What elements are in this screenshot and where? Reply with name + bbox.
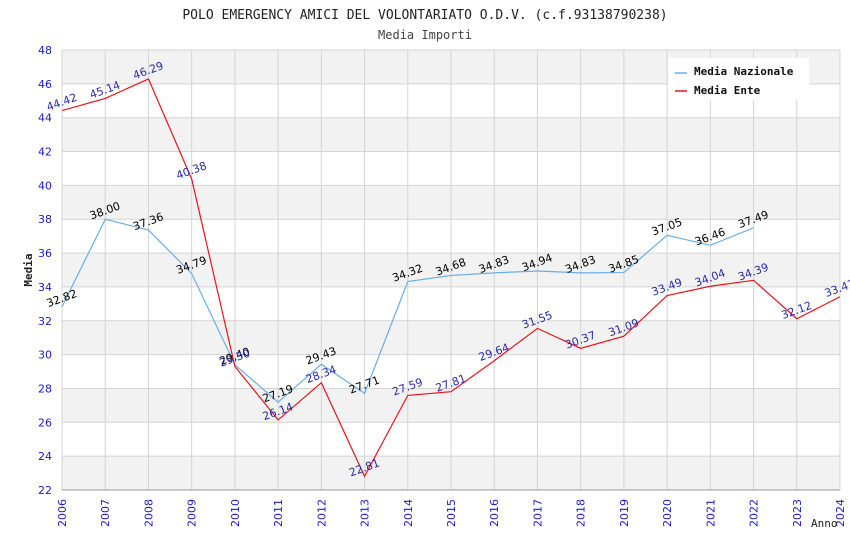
legend-item-media-ente: Media Ente: [675, 84, 761, 97]
legend-label-media-ente: Media Ente: [694, 84, 761, 97]
legend-label-media-nazionale: Media Nazionale: [694, 65, 794, 78]
series-group: [61, 78, 841, 478]
y-tick-label: 42: [38, 146, 52, 159]
y-tick-label: 44: [38, 112, 52, 125]
y-tick-label: 48: [38, 44, 52, 57]
y-tick-label: 30: [38, 349, 52, 362]
y-tick-label: 36: [38, 247, 52, 260]
x-tick-label: 2013: [359, 499, 372, 527]
legend-box: [668, 58, 809, 100]
chart-title: POLO EMERGENCY AMICI DEL VOLONTARIATO O.…: [182, 8, 667, 23]
x-tick-label: 2023: [791, 499, 804, 527]
x-tick-label: 2021: [704, 499, 717, 527]
y-tick-label: 26: [38, 416, 52, 429]
y-axis-label: Media: [22, 253, 35, 286]
x-tick-label: 2006: [56, 499, 69, 527]
x-tick-label: 2009: [186, 499, 199, 527]
x-tick-label: 2019: [618, 499, 631, 527]
x-tick-label: 2008: [142, 499, 155, 527]
x-tick-label: 2015: [445, 499, 458, 527]
y-tick-label: 28: [38, 382, 52, 395]
y-axis-tick-labels: 22 24 26 28 30 32 34 36 38 40 42 44 46 48: [38, 44, 52, 497]
y-tick-label: 24: [38, 450, 52, 463]
x-tick-label: 2010: [229, 499, 242, 527]
x-tick-label: 2011: [272, 499, 285, 527]
series-line-media-nazionale: [61, 218, 754, 403]
y-tick-label: 34: [38, 281, 52, 294]
x-axis-label: Anno: [811, 517, 838, 530]
y-tick-label: 46: [38, 78, 52, 91]
series-line-media-ente: [61, 78, 841, 478]
x-tick-label: 2022: [748, 499, 761, 527]
x-tick-label: 2017: [531, 499, 544, 527]
y-tick-label: 40: [38, 179, 52, 192]
x-tick-label: 2020: [661, 499, 674, 527]
x-axis-tick-labels: 2006 2007 2008 2009 2010 2011 2012 2013 2014 2015…: [56, 499, 847, 527]
x-tick-label: 2007: [99, 499, 112, 527]
legend-item-media-nazionale: Media Nazionale: [675, 65, 794, 78]
chart-subtitle: Media Importi: [378, 28, 472, 42]
x-tick-label: 2016: [488, 499, 501, 527]
y-tick-label: 38: [38, 213, 52, 226]
x-tick-label: 2012: [315, 499, 328, 527]
x-tick-label: 2014: [402, 499, 415, 527]
x-tick-label: 2024: [834, 499, 847, 527]
x-tick-label: 2018: [575, 499, 588, 527]
y-tick-label: 32: [38, 315, 52, 328]
y-tick-label: 22: [38, 484, 52, 497]
legend: Media Nazionale Media Ente: [668, 58, 809, 100]
